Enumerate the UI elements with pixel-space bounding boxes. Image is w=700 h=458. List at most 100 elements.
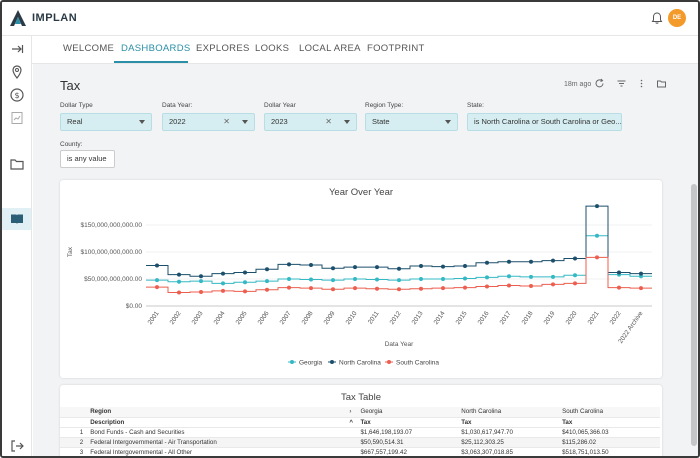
logout-icon[interactable] — [9, 438, 25, 454]
data-point — [463, 276, 467, 281]
implan-logo-icon[interactable] — [8, 8, 28, 28]
tax-table-card: Tax Table Region › Georgia North Carolin… — [60, 385, 662, 456]
scrollbar-thumb[interactable] — [691, 184, 697, 446]
data-point — [507, 274, 511, 279]
data-point — [507, 259, 511, 264]
county-value: is any value — [67, 154, 107, 163]
data-point — [595, 204, 599, 209]
x-tick-label: 2007 — [279, 310, 293, 326]
table-row: 1 Bond Funds - Cash and Securities $1,64… — [60, 427, 660, 438]
app-name: IMPLAN — [32, 12, 78, 24]
tab-welcome[interactable]: WELCOME — [63, 43, 115, 54]
data-point — [573, 281, 577, 286]
folder-icon[interactable] — [9, 156, 25, 172]
data-point — [397, 287, 401, 292]
data-point — [287, 262, 291, 267]
x-tick-label: 2018 — [521, 310, 535, 326]
data-point — [639, 271, 643, 276]
x-tick-label: 2019 — [543, 310, 557, 326]
expand-arrow-icon[interactable] — [9, 41, 25, 57]
data-point — [331, 278, 335, 283]
folder-icon[interactable] — [656, 78, 667, 89]
data-point — [419, 286, 423, 291]
bell-icon[interactable] — [650, 11, 664, 25]
x-tick-label: 2010 — [345, 310, 359, 326]
legend-label: Georgia — [299, 359, 323, 366]
dollar-year-select[interactable]: 2023 ✕ — [264, 113, 357, 131]
data-point — [617, 285, 621, 290]
dollar-circle-icon[interactable]: $ — [9, 87, 25, 103]
clear-icon[interactable]: ✕ — [325, 117, 332, 126]
data-point — [551, 258, 555, 263]
dollar-type-label: Dollar Type — [60, 102, 93, 109]
data-point — [243, 270, 247, 275]
user-avatar[interactable]: DE — [668, 9, 686, 27]
tax-table-title: Tax Table — [341, 392, 381, 403]
data-point — [309, 262, 313, 267]
data-point — [463, 285, 467, 290]
region-type-label: Region Type: — [365, 102, 404, 109]
data-point — [529, 284, 533, 289]
data-point — [309, 277, 313, 282]
data-point — [441, 277, 445, 281]
report-icon[interactable] — [9, 110, 25, 126]
tab-explores[interactable]: EXPLORES — [196, 43, 250, 54]
y-tick-label: $150,000,000,000.00 — [81, 222, 143, 229]
x-tick-label: 2001 — [147, 310, 161, 326]
tax-header[interactable]: Tax — [458, 417, 560, 428]
x-tick-label: 2014 — [433, 310, 447, 326]
chevron-right-icon[interactable]: › — [346, 407, 358, 418]
county-filter[interactable]: is any value — [60, 150, 115, 168]
legend-swatch-dot — [290, 360, 294, 364]
dollar-type-value: Real — [67, 117, 83, 126]
data-point — [529, 259, 533, 264]
region-type-value: State — [372, 117, 390, 126]
region-header-south-carolina: South Carolina — [559, 407, 660, 418]
data-point — [243, 289, 247, 294]
state-filter[interactable]: is North Carolina or South Carolina or G… — [467, 113, 622, 131]
tab-footprint[interactable]: FOOTPRINT — [367, 43, 425, 54]
description-header[interactable]: Description — [87, 417, 347, 428]
page-title: Tax — [60, 78, 81, 93]
data-year-select[interactable]: 2022 ✕ — [162, 113, 255, 131]
tab-looks[interactable]: LOOKS — [255, 43, 290, 54]
chevron-down-icon — [344, 120, 350, 124]
data-point — [375, 277, 379, 282]
data-point — [265, 279, 269, 284]
data-point — [507, 283, 511, 288]
book-icon[interactable] — [9, 211, 25, 227]
state-value: is North Carolina or South Carolina or G… — [474, 117, 622, 126]
x-tick-label: 2016 — [477, 310, 491, 326]
x-tick-label: 2022 — [609, 310, 623, 326]
location-pin-icon[interactable] — [9, 64, 25, 80]
region-type-select[interactable]: State — [365, 113, 458, 131]
table-row: 2 Federal Intergovernmental - Air Transp… — [60, 437, 660, 448]
x-tick-label: 2017 — [499, 310, 513, 326]
more-options-icon[interactable] — [636, 78, 647, 89]
legend-swatch-dot — [330, 360, 334, 364]
data-point — [353, 265, 357, 270]
filter-icon[interactable] — [616, 78, 627, 89]
tab-local-area[interactable]: LOCAL AREA — [299, 43, 361, 54]
sort-icon[interactable]: ^ — [346, 417, 358, 428]
year-over-year-chart: $0.00 $50,000,000,000.00 $100,000,000,000.… — [67, 204, 652, 366]
sidebar: $ — [2, 36, 32, 456]
data-point — [529, 274, 533, 279]
data-point — [221, 288, 225, 293]
data-point — [617, 270, 621, 275]
data-point — [397, 278, 401, 283]
y-tick-label: $50,000,000,000.00 — [84, 276, 142, 283]
tax-header[interactable]: Tax — [357, 417, 459, 428]
tab-dashboards[interactable]: DASHBOARDS — [121, 43, 191, 54]
clear-icon[interactable]: ✕ — [223, 117, 230, 126]
data-point — [595, 255, 599, 260]
data-point — [551, 274, 555, 279]
data-point — [485, 275, 489, 280]
tax-header[interactable]: Tax — [559, 417, 660, 428]
data-point — [177, 279, 181, 284]
data-point — [199, 274, 203, 279]
dashboard-content: Tax 18m ago Dollar Type Real Data Year: … — [33, 64, 698, 456]
refresh-icon[interactable] — [594, 78, 605, 89]
dollar-type-select[interactable]: Real — [60, 113, 152, 131]
chevron-down-icon — [242, 120, 248, 124]
